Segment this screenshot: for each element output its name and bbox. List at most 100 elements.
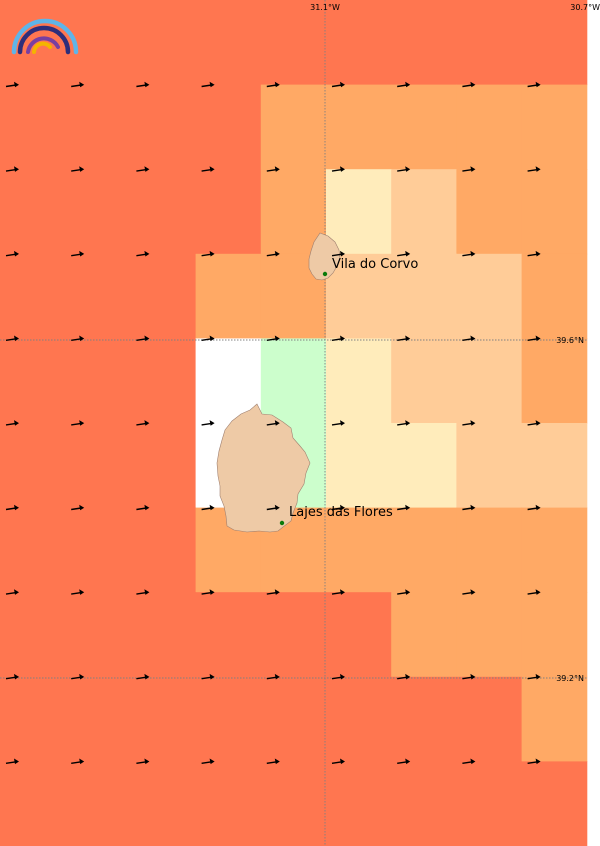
grid-cell bbox=[195, 592, 262, 678]
grid-cell bbox=[65, 169, 131, 255]
lon-label-31-1w: 31.1°W bbox=[310, 3, 340, 12]
wind-arrow bbox=[201, 420, 215, 426]
town-marker-lajes-das-flores[interactable] bbox=[279, 520, 285, 526]
grid-cell bbox=[65, 338, 131, 424]
axis-labels: 31.1°W 30.7°W 39.6°N 39.2°N bbox=[310, 3, 600, 683]
wind-arrow bbox=[462, 166, 476, 172]
grid-cell bbox=[326, 253, 392, 339]
wind-arrow bbox=[5, 673, 19, 680]
grid-cell bbox=[130, 84, 197, 170]
grid-cell bbox=[260, 0, 327, 86]
wind-arrow bbox=[331, 673, 345, 680]
right-margin bbox=[588, 0, 600, 846]
wind-arrow bbox=[397, 166, 411, 172]
grid-cell bbox=[0, 423, 66, 509]
grid-cell bbox=[130, 592, 197, 678]
grid-cell bbox=[521, 84, 588, 170]
towns-layer: Vila do Corvo Lajes das Flores bbox=[279, 257, 418, 526]
wind-arrow bbox=[527, 589, 541, 595]
grid-cell bbox=[65, 84, 131, 170]
wind-arrow bbox=[397, 673, 411, 680]
wind-arrow bbox=[136, 504, 150, 511]
wind-arrow bbox=[71, 335, 85, 342]
grid-cell bbox=[130, 423, 197, 509]
grid-cell bbox=[130, 169, 197, 255]
wind-arrow bbox=[136, 166, 150, 172]
grid-cell bbox=[0, 761, 66, 846]
grid-cell bbox=[0, 338, 66, 424]
grid-cell bbox=[326, 761, 392, 846]
wind-arrow bbox=[5, 166, 19, 172]
wind-arrow bbox=[71, 589, 85, 595]
wind-arrow bbox=[331, 81, 345, 88]
lon-label-30-7w: 30.7°W bbox=[570, 3, 600, 12]
wind-arrow bbox=[201, 589, 215, 595]
grid-cell bbox=[391, 507, 457, 593]
grid-cell bbox=[456, 592, 523, 678]
grid-cell bbox=[326, 507, 392, 593]
grid-cell bbox=[260, 592, 327, 678]
grid-cell bbox=[65, 676, 131, 762]
wind-arrow bbox=[201, 335, 215, 342]
wind-arrow bbox=[266, 166, 280, 172]
wind-arrow bbox=[331, 335, 345, 342]
wind-arrow bbox=[136, 250, 150, 257]
grid-cell bbox=[130, 676, 197, 762]
grid-cell bbox=[0, 84, 66, 170]
grid-cell bbox=[456, 676, 523, 762]
wind-arrow bbox=[5, 81, 19, 88]
wind-arrow bbox=[397, 420, 411, 426]
wind-arrow bbox=[266, 81, 280, 88]
grid-cell bbox=[326, 169, 392, 255]
wind-arrow bbox=[527, 758, 541, 765]
grid-cell bbox=[326, 423, 392, 509]
wind-arrow bbox=[397, 758, 411, 765]
wind-arrow bbox=[331, 420, 345, 426]
brand-logo bbox=[11, 18, 79, 55]
grid-cell bbox=[326, 592, 392, 678]
wind-arrow bbox=[136, 420, 150, 426]
grid-cell bbox=[65, 507, 131, 593]
wind-arrow bbox=[462, 504, 476, 511]
wind-arrow bbox=[397, 81, 411, 88]
grid-cell bbox=[65, 423, 131, 509]
grid-cell bbox=[130, 761, 197, 846]
wind-arrow bbox=[201, 250, 215, 257]
wind-arrow bbox=[5, 335, 19, 342]
wind-arrow bbox=[331, 166, 345, 172]
wind-arrow bbox=[331, 589, 345, 595]
grid-cell bbox=[65, 592, 131, 678]
grid-cell bbox=[195, 761, 262, 846]
grid-cell bbox=[391, 423, 457, 509]
wind-arrow bbox=[527, 81, 541, 88]
wind-arrow bbox=[71, 504, 85, 511]
grid-cell bbox=[130, 338, 197, 424]
wind-arrow bbox=[462, 81, 476, 88]
wind-arrow bbox=[136, 673, 150, 680]
grid-cell bbox=[260, 84, 327, 170]
town-label-lajes-das-flores: Lajes das Flores bbox=[289, 505, 393, 520]
town-label-vila-do-corvo: Vila do Corvo bbox=[332, 257, 418, 272]
grid-cell bbox=[521, 507, 588, 593]
lat-label-39-2n: 39.2°N bbox=[556, 674, 584, 683]
grid-cell bbox=[521, 253, 588, 339]
flores-island bbox=[216, 403, 311, 533]
wind-arrow bbox=[71, 420, 85, 426]
grid-cell bbox=[456, 423, 523, 509]
grid-cell bbox=[391, 84, 457, 170]
wind-arrow bbox=[527, 673, 541, 680]
wind-arrow bbox=[397, 504, 411, 511]
wind-arrow bbox=[136, 758, 150, 765]
grid-cell bbox=[391, 338, 457, 424]
wind-arrow bbox=[397, 335, 411, 342]
town-marker-vila-do-corvo[interactable] bbox=[322, 271, 328, 277]
grid-cell bbox=[130, 507, 197, 593]
wind-arrow bbox=[5, 758, 19, 765]
wind-arrow bbox=[266, 335, 280, 342]
wind-arrow bbox=[527, 250, 541, 257]
wind-arrow bbox=[136, 589, 150, 595]
grid-cell bbox=[456, 761, 523, 846]
grid-cell bbox=[456, 0, 523, 86]
